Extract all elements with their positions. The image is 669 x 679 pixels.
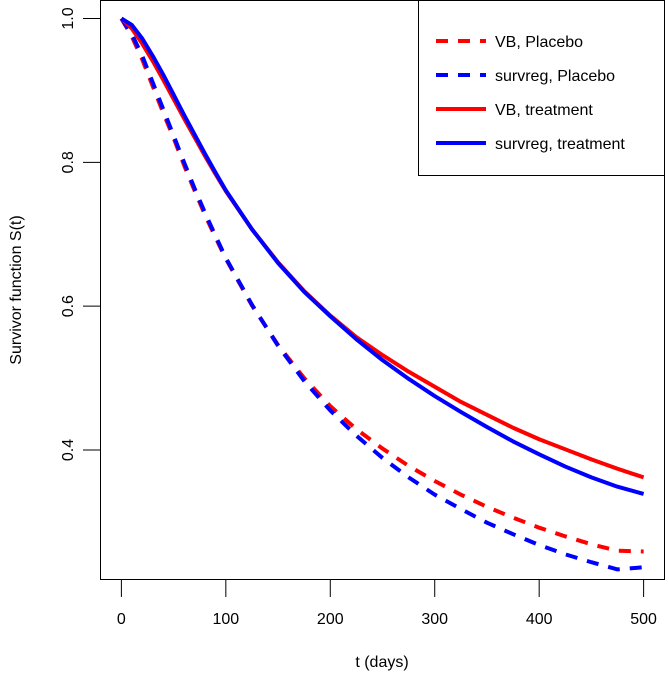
series-line-3	[120, 16, 645, 496]
y-axis: 0.4 0.6 0.8 1.0	[60, 7, 101, 461]
x-tick-label-4: 400	[526, 611, 553, 628]
legend-label-0: VB, Placebo	[495, 34, 583, 51]
x-tick-label-5: 500	[630, 611, 657, 628]
y-tick-label-2: 0.8	[60, 151, 77, 173]
y-axis-label: Survivor function S(t)	[8, 215, 25, 364]
x-tick-label-2: 200	[317, 611, 344, 628]
series-line-1	[119, 17, 644, 572]
x-tick-label-0: 0	[117, 611, 126, 628]
x-tick-label-1: 100	[212, 611, 239, 628]
y-tick-label-0: 0.4	[60, 439, 77, 461]
x-axis-label: t (days)	[355, 654, 408, 671]
legend-label-2: VB, treatment	[495, 102, 593, 119]
series-layer	[119, 16, 645, 572]
legend-label-1: survreg, Placebo	[495, 68, 615, 85]
y-tick-label-3: 1.0	[60, 7, 77, 29]
legend-label-3: survreg, treatment	[495, 136, 625, 153]
legend: VB, Placebo survreg, Placebo VB, treatment…	[418, 0, 665, 176]
legend-box	[418, 0, 665, 176]
y-tick-label-1: 0.6	[60, 295, 77, 317]
x-axis: 0 100 200 300 400 500	[117, 579, 657, 628]
x-tick-label-3: 300	[421, 611, 448, 628]
